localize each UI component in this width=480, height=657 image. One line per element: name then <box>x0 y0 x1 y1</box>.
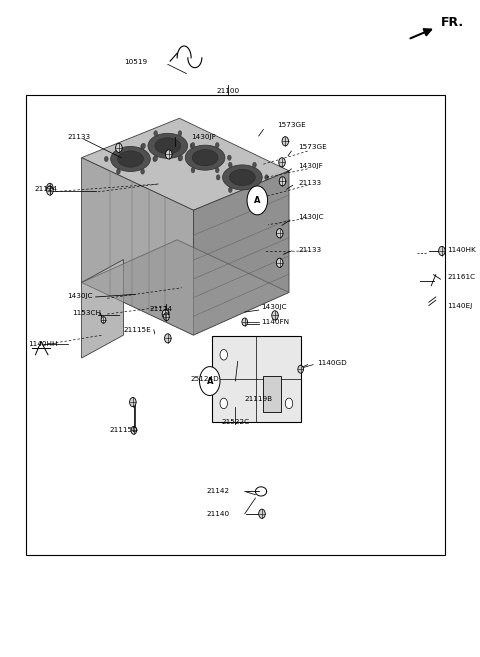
Circle shape <box>105 156 108 162</box>
Circle shape <box>141 169 144 174</box>
Polygon shape <box>82 240 289 335</box>
Text: 21133: 21133 <box>68 133 91 140</box>
Ellipse shape <box>148 133 188 158</box>
Circle shape <box>191 143 195 148</box>
Circle shape <box>252 162 256 168</box>
Circle shape <box>142 143 145 148</box>
Circle shape <box>190 143 194 148</box>
Circle shape <box>282 137 288 146</box>
Circle shape <box>165 334 171 343</box>
Text: 1573GE: 1573GE <box>277 122 306 128</box>
Circle shape <box>117 169 120 174</box>
Text: 1140EJ: 1140EJ <box>447 302 473 309</box>
Circle shape <box>439 246 445 256</box>
Text: 1430JF: 1430JF <box>299 162 323 169</box>
Circle shape <box>259 509 265 518</box>
Circle shape <box>220 350 228 360</box>
Circle shape <box>242 318 248 326</box>
Circle shape <box>47 186 53 195</box>
Text: 10519: 10519 <box>124 59 147 66</box>
Polygon shape <box>82 260 123 358</box>
Text: 1140HH: 1140HH <box>28 340 58 347</box>
Circle shape <box>276 229 283 238</box>
Circle shape <box>179 155 183 160</box>
Circle shape <box>279 158 285 167</box>
Text: 1140HK: 1140HK <box>447 246 476 253</box>
Circle shape <box>228 162 232 168</box>
Text: FR.: FR. <box>441 16 464 30</box>
Text: 21522C: 21522C <box>221 419 250 425</box>
Circle shape <box>178 131 182 136</box>
Ellipse shape <box>155 138 180 154</box>
Circle shape <box>276 258 283 267</box>
Circle shape <box>265 175 268 180</box>
Text: 1430JC: 1430JC <box>261 304 287 311</box>
Circle shape <box>117 144 120 149</box>
Circle shape <box>200 367 220 396</box>
Text: 21115D: 21115D <box>109 427 138 434</box>
Circle shape <box>216 143 219 148</box>
Circle shape <box>220 398 228 409</box>
Polygon shape <box>82 158 193 335</box>
Ellipse shape <box>111 147 150 171</box>
Text: A: A <box>206 376 213 386</box>
Text: 1140FN: 1140FN <box>261 319 289 325</box>
Bar <box>212 336 300 422</box>
Ellipse shape <box>229 170 255 185</box>
Text: 21100: 21100 <box>217 87 240 94</box>
Text: 21115E: 21115E <box>124 327 151 333</box>
Text: 21161C: 21161C <box>447 274 476 281</box>
Circle shape <box>216 175 220 180</box>
Text: 21119B: 21119B <box>245 396 273 402</box>
Text: 21133: 21133 <box>299 246 322 253</box>
Circle shape <box>164 313 169 321</box>
Text: 21124: 21124 <box>34 185 57 192</box>
Text: 1573GE: 1573GE <box>299 143 327 150</box>
Circle shape <box>272 311 278 320</box>
Bar <box>25 95 445 555</box>
Text: 21142: 21142 <box>206 488 230 495</box>
Circle shape <box>154 156 157 161</box>
Circle shape <box>101 317 106 323</box>
Circle shape <box>154 131 157 136</box>
Ellipse shape <box>185 145 225 170</box>
Ellipse shape <box>223 165 262 190</box>
Text: 1153CH: 1153CH <box>72 310 101 317</box>
Circle shape <box>252 187 256 193</box>
Circle shape <box>47 183 53 193</box>
Circle shape <box>228 155 231 160</box>
Text: 1430JC: 1430JC <box>299 214 324 220</box>
Bar <box>264 376 281 412</box>
Text: 21114: 21114 <box>149 306 172 312</box>
Text: 25124D: 25124D <box>191 376 219 382</box>
Circle shape <box>131 426 137 434</box>
Circle shape <box>247 186 267 215</box>
Circle shape <box>279 177 286 186</box>
Text: 1430JF: 1430JF <box>191 133 216 140</box>
Circle shape <box>285 398 293 409</box>
Circle shape <box>166 150 172 159</box>
Circle shape <box>191 168 195 173</box>
Polygon shape <box>82 118 289 210</box>
Circle shape <box>130 397 136 407</box>
Circle shape <box>162 309 169 319</box>
Text: 21140: 21140 <box>206 510 230 517</box>
Circle shape <box>116 143 122 152</box>
Polygon shape <box>193 171 289 335</box>
Text: A: A <box>254 196 261 205</box>
Circle shape <box>228 187 232 193</box>
Circle shape <box>216 168 219 173</box>
Text: 21133: 21133 <box>299 179 322 186</box>
Text: 1140GD: 1140GD <box>317 360 347 367</box>
Circle shape <box>153 156 156 162</box>
Circle shape <box>178 156 182 161</box>
Circle shape <box>298 365 303 373</box>
Ellipse shape <box>192 150 218 166</box>
Ellipse shape <box>118 151 144 167</box>
Text: 1430JC: 1430JC <box>67 292 92 299</box>
Circle shape <box>141 144 144 149</box>
